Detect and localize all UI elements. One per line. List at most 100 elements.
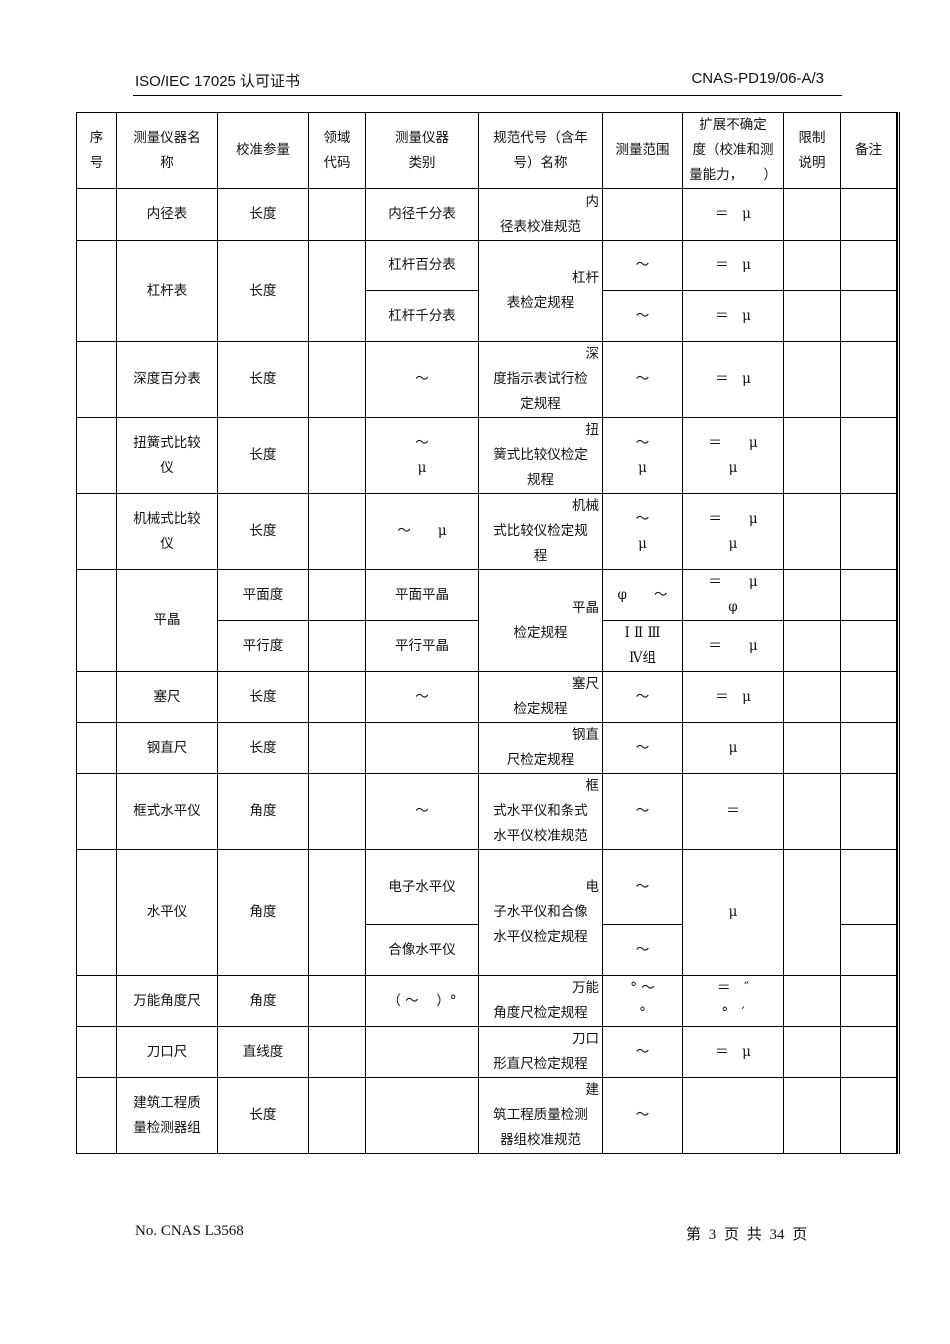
cell-unc [682, 1077, 784, 1154]
footer-page-number: 第 3 页 共 34 页 [686, 1227, 808, 1243]
table-row: 扭簧式比较 仪长度～ μ 扭簧式比较仪检定 规程～ μ ＝ μ μ [76, 417, 897, 494]
cell-spec: 扭簧式比较仪检定 规程 [478, 417, 603, 494]
table-row: 框式水平仪 角度～框式水平仪和条式 水平仪校准规范～＝ [76, 773, 897, 850]
cell-limit [783, 493, 841, 570]
cell-note [840, 569, 897, 621]
cell-unc: ＝ ″ ° ′ [682, 975, 784, 1027]
cell-limit [783, 240, 841, 291]
cell-spec: 建筑工程质量检测 器组校准规范 [478, 1077, 603, 1154]
cell-no [76, 417, 117, 494]
table-row: 平行度 平行平晶 Ⅰ Ⅱ Ⅲ Ⅳ组＝ μ [77, 620, 897, 672]
table-row: 水平仪 角度 电子水平仪电子水平仪和合像 水平仪检定规程～ μ [76, 849, 897, 976]
cell-range: ～ μ [602, 493, 683, 570]
cell-limit [783, 849, 841, 976]
cell-no [76, 341, 117, 418]
column-header: 测量范围 [602, 112, 683, 189]
table-row: 机械式比较 仪长度～ μ 机械 式比较仪检定规 程～ μ ＝ μ μ [76, 493, 897, 570]
cell-param: 长度 [217, 240, 309, 342]
cell-no [76, 975, 117, 1027]
cell-spec: 万能 角度尺检定规程 [478, 975, 603, 1027]
cell-param: 长度 [217, 1077, 309, 1154]
cell-range [602, 188, 683, 241]
cell-limit [783, 620, 841, 672]
spec-code-line: 刀口 [572, 1031, 599, 1047]
cell-param: 长度 [217, 188, 309, 241]
cell-name: 万能角度尺 [116, 975, 218, 1027]
cell-spec: 内径表校准规范 [478, 188, 603, 241]
cell-unc: ＝ μ μ [682, 493, 784, 570]
cell-code [308, 188, 366, 241]
cell-name: 平晶 [116, 569, 218, 672]
table-row: 万能角度尺 角度（ ～ ）° 万能 角度尺检定规程 ° ～ ° ＝ ″ ° ′ [76, 975, 897, 1027]
cell-code [308, 1077, 366, 1154]
cell-note [840, 671, 897, 723]
cell-no [76, 493, 117, 570]
cell-type: ～ [365, 773, 479, 850]
cell-type: （ ～ ）° [365, 975, 479, 1027]
cell-unc: ＝ μ [682, 341, 784, 418]
cell-note [840, 188, 897, 241]
cell-range: ～ [602, 1077, 683, 1154]
cell-range: ～ [602, 290, 683, 342]
cell-spec: 平晶 检定规程 [478, 569, 603, 672]
column-header: 扩展不确定 度（校准和测 量能力， ） [682, 112, 784, 189]
cell-unc: ＝ μ [682, 671, 784, 723]
cell-type: 平行平晶 [365, 620, 479, 672]
cell-unc: ＝ μ [682, 188, 784, 241]
cell-no [76, 188, 117, 241]
cell-type: 杠杆千分表 [365, 290, 479, 342]
cell-note [840, 341, 897, 418]
cell-unc: μ [682, 849, 784, 976]
spec-code-line: 钢直 [572, 727, 599, 743]
cell-no [76, 1077, 117, 1154]
cell-range: Ⅰ Ⅱ Ⅲ Ⅳ组 [602, 620, 683, 672]
cell-type: 电子水平仪 [365, 849, 479, 925]
cell-name: 刀口尺 [116, 1026, 218, 1078]
spec-name-line: 式水平仪和条式 水平仪校准规范 [493, 803, 588, 844]
cell-param: 角度 [217, 773, 309, 850]
cell-no [76, 722, 117, 774]
cell-code [308, 341, 366, 418]
cell-limit [783, 773, 841, 850]
cell-note [840, 417, 897, 494]
cell-name: 水平仪 [116, 849, 218, 976]
cell-range: ～ [602, 924, 683, 976]
column-header: 测量仪器 类别 [365, 112, 479, 189]
cell-param: 直线度 [217, 1026, 309, 1078]
cell-code [308, 240, 366, 342]
spec-code-line: 电 [585, 879, 600, 895]
table-header-row: 序 号测量仪器名 称校准参量 领域 代码 测量仪器 类别 规范代号（含年 号）名称 测量… [76, 112, 897, 189]
cell-code [308, 722, 366, 774]
cell-type [365, 722, 479, 774]
spec-code-line: 扭 [585, 422, 600, 438]
cell-param: 长度 [217, 722, 309, 774]
cell-name: 框式水平仪 [116, 773, 218, 850]
cell-limit [783, 341, 841, 418]
cell-no [76, 1026, 117, 1078]
cell-code [308, 849, 366, 976]
cell-no [76, 569, 117, 672]
cell-code [308, 975, 366, 1027]
cell-name: 建筑工程质 量检测器组 [116, 1077, 218, 1154]
cell-unc: ＝ μ φ [682, 569, 784, 621]
table-row: 刀口尺 直线度 刀口 形直尺检定规程～＝ μ [76, 1026, 897, 1078]
table-row: 杠杆千分表 ～＝ μ [77, 290, 897, 342]
spec-name-line: 表检定规程 [506, 295, 575, 311]
cell-note [840, 620, 897, 672]
cell-range: ～ [602, 341, 683, 418]
cell-type: 平面平晶 [365, 569, 479, 621]
cell-name: 塞尺 [116, 671, 218, 723]
cell-range: ～ [602, 849, 683, 925]
cell-limit [783, 1026, 841, 1078]
cell-no [76, 240, 117, 342]
table-row: 合像水平仪 ～ [77, 924, 897, 976]
column-header: 测量仪器名 称 [116, 112, 218, 189]
cell-param: 长度 [217, 341, 309, 418]
spec-name-line: 式比较仪检定规 程 [493, 523, 588, 564]
cell-range: φ ～ [602, 569, 683, 621]
spec-name-line: 子水平仪和合像 水平仪检定规程 [493, 904, 588, 945]
cell-note [840, 773, 897, 850]
cell-note [840, 722, 897, 774]
cell-param: 长度 [217, 493, 309, 570]
spec-code-line: 建 [585, 1082, 600, 1098]
